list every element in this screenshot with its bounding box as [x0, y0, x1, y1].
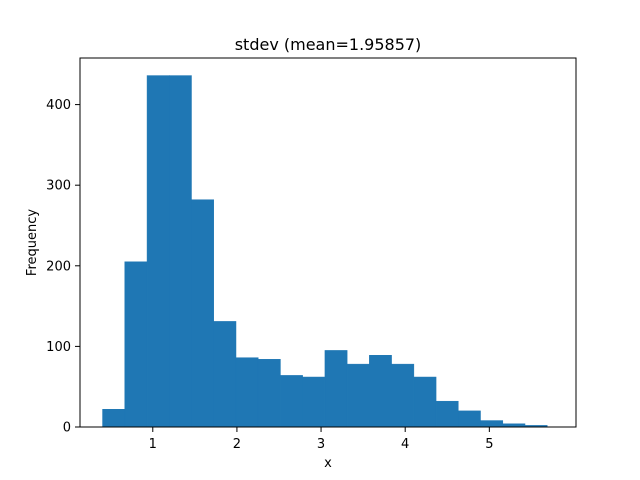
histogram-bar [480, 420, 504, 428]
y-tick-label: 300 [46, 179, 71, 194]
histogram-bar [257, 359, 281, 428]
y-axis-label: Frequency [25, 209, 40, 276]
histogram-bar [191, 199, 214, 428]
y-tick-label: 200 [46, 259, 71, 274]
bars-group [102, 75, 548, 428]
y-tick-label: 0 [63, 421, 71, 436]
histogram-bar [302, 376, 326, 428]
histogram-bar [324, 350, 348, 428]
histogram-bar [391, 363, 415, 428]
histogram-bar [280, 375, 303, 428]
histogram-bar [124, 261, 148, 428]
histogram-bar [458, 410, 481, 428]
y-tick-label: 100 [46, 340, 71, 355]
histogram-bar [235, 357, 259, 428]
y-axis-ticks: 0 100 200 300 400 [46, 98, 80, 436]
histogram-bar [146, 75, 170, 428]
x-tick-label: 2 [233, 437, 241, 452]
histogram-bar [435, 400, 459, 428]
histogram-bar [102, 409, 126, 428]
plot-frame [79, 57, 577, 428]
histogram-bar [213, 321, 237, 428]
x-axis-ticks: 1 2 3 4 5 [149, 427, 493, 452]
histogram-bar [413, 376, 437, 428]
x-tick-label: 5 [485, 437, 493, 452]
histogram-bar [346, 363, 370, 428]
y-tick-label: 400 [46, 98, 71, 113]
histogram-bar [169, 75, 192, 428]
histogram-bar [369, 355, 392, 428]
x-axis-label: x [324, 456, 332, 471]
x-tick-label: 4 [401, 437, 409, 452]
chart-title: stdev (mean=1.95857) [235, 35, 422, 54]
x-tick-label: 3 [317, 437, 325, 452]
x-tick-label: 1 [149, 437, 157, 452]
